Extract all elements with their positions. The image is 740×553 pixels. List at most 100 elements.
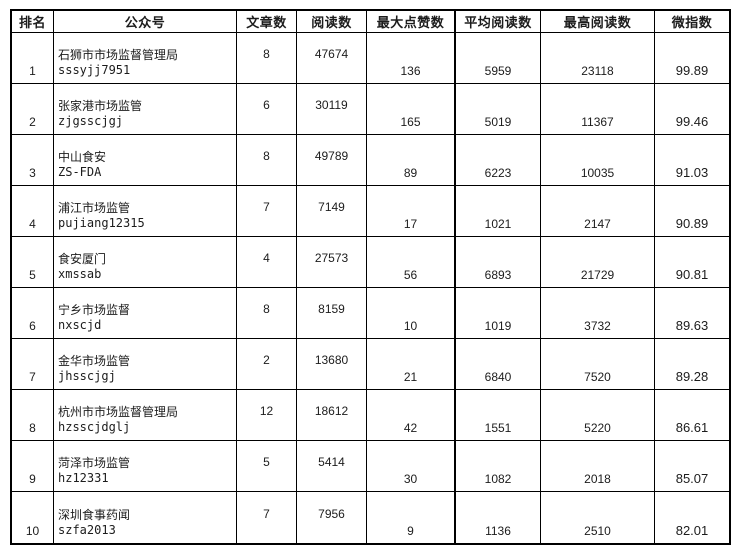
account-id: hz12331	[58, 471, 109, 485]
account-name: 中山食安	[58, 150, 107, 164]
top-reads-cell: 2018	[541, 441, 655, 492]
account-name: 石狮市市场监督管理局	[58, 48, 179, 62]
account-id: sssyjj7951	[58, 63, 131, 77]
header-articles: 文章数	[237, 11, 297, 33]
account-name: 张家港市场监管	[58, 99, 143, 113]
header-rank: 排名	[12, 11, 54, 33]
account-cell: 浦江市场监管 pujiang12315	[54, 186, 237, 237]
max-likes-cell: 89	[367, 135, 456, 186]
wci-cell: 99.46	[655, 84, 729, 135]
reads-cell: 5414	[297, 441, 367, 492]
header-reads: 阅读数	[297, 11, 367, 33]
reads-cell: 7149	[297, 186, 367, 237]
avg-reads-cell: 5959	[456, 33, 541, 84]
top-reads-cell: 23118	[541, 33, 655, 84]
articles-cell: 7	[237, 186, 297, 237]
rank-cell: 3	[12, 135, 54, 186]
account-id: hzsscjdglj	[58, 420, 131, 434]
reads-cell: 47674	[297, 33, 367, 84]
rank-cell: 2	[12, 84, 54, 135]
reads-cell: 49789	[297, 135, 367, 186]
account-id: jhsscjgj	[58, 369, 116, 383]
articles-cell: 8	[237, 33, 297, 84]
reads-cell: 7956	[297, 492, 367, 543]
reads-cell: 18612	[297, 390, 367, 441]
articles-cell: 12	[237, 390, 297, 441]
header-wci: 微指数	[655, 11, 729, 33]
top-reads-cell: 21729	[541, 237, 655, 288]
account-id: ZS-FDA	[58, 165, 102, 179]
account-name: 杭州市市场监督管理局	[58, 405, 179, 419]
avg-reads-cell: 5019	[456, 84, 541, 135]
articles-cell: 4	[237, 237, 297, 288]
account-name: 食安厦门	[58, 252, 107, 266]
reads-cell: 27573	[297, 237, 367, 288]
account-id: zjgsscjgj	[58, 114, 124, 128]
header-account: 公众号	[54, 11, 237, 33]
account-name: 深圳食事药闻	[58, 508, 131, 522]
avg-reads-cell: 6893	[456, 237, 541, 288]
account-cell: 金华市场监管 jhsscjgj	[54, 339, 237, 390]
header-top-reads: 最高阅读数	[541, 11, 655, 33]
max-likes-cell: 165	[367, 84, 456, 135]
wci-cell: 99.89	[655, 33, 729, 84]
rank-cell: 4	[12, 186, 54, 237]
rank-cell: 8	[12, 390, 54, 441]
articles-cell: 8	[237, 135, 297, 186]
avg-reads-cell: 1136	[456, 492, 541, 543]
max-likes-cell: 42	[367, 390, 456, 441]
reads-cell: 30119	[297, 84, 367, 135]
account-cell: 张家港市场监管 zjgsscjgj	[54, 84, 237, 135]
max-likes-cell: 17	[367, 186, 456, 237]
account-cell: 深圳食事药闻 szfa2013	[54, 492, 237, 543]
rank-cell: 5	[12, 237, 54, 288]
account-cell: 中山食安 ZS-FDA	[54, 135, 237, 186]
top-reads-cell: 7520	[541, 339, 655, 390]
account-name: 宁乡市场监督	[58, 303, 131, 317]
account-id: xmssab	[58, 267, 102, 281]
account-name: 金华市场监管	[58, 354, 131, 368]
account-name: 浦江市场监管	[58, 201, 131, 215]
account-cell: 宁乡市场监督 nxscjd	[54, 288, 237, 339]
wci-cell: 86.61	[655, 390, 729, 441]
ranking-table: 排名 公众号 文章数 阅读数 最大点赞数 平均阅读数 最高阅读数 微指数 1 石狮…	[10, 9, 731, 545]
avg-reads-cell: 1021	[456, 186, 541, 237]
avg-reads-cell: 1019	[456, 288, 541, 339]
top-reads-cell: 2147	[541, 186, 655, 237]
top-reads-cell: 10035	[541, 135, 655, 186]
max-likes-cell: 56	[367, 237, 456, 288]
max-likes-cell: 9	[367, 492, 456, 543]
wci-cell: 90.89	[655, 186, 729, 237]
articles-cell: 8	[237, 288, 297, 339]
avg-reads-cell: 1082	[456, 441, 541, 492]
top-reads-cell: 5220	[541, 390, 655, 441]
account-cell: 食安厦门 xmssab	[54, 237, 237, 288]
max-likes-cell: 21	[367, 339, 456, 390]
account-cell: 石狮市市场监督管理局 sssyjj7951	[54, 33, 237, 84]
articles-cell: 5	[237, 441, 297, 492]
top-reads-cell: 3732	[541, 288, 655, 339]
wci-cell: 85.07	[655, 441, 729, 492]
header-max-likes: 最大点赞数	[367, 11, 456, 33]
articles-cell: 7	[237, 492, 297, 543]
rank-cell: 9	[12, 441, 54, 492]
reads-cell: 13680	[297, 339, 367, 390]
rank-cell: 7	[12, 339, 54, 390]
avg-reads-cell: 1551	[456, 390, 541, 441]
account-cell: 杭州市市场监督管理局 hzsscjdglj	[54, 390, 237, 441]
wci-cell: 90.81	[655, 237, 729, 288]
rank-cell: 10	[12, 492, 54, 543]
top-reads-cell: 2510	[541, 492, 655, 543]
account-cell: 菏泽市场监管 hz12331	[54, 441, 237, 492]
max-likes-cell: 10	[367, 288, 456, 339]
avg-reads-cell: 6840	[456, 339, 541, 390]
wci-cell: 89.63	[655, 288, 729, 339]
wci-cell: 82.01	[675, 523, 709, 538]
rank-cell: 6	[12, 288, 54, 339]
header-avg-reads: 平均阅读数	[456, 11, 541, 33]
max-likes-cell: 136	[367, 33, 456, 84]
account-id: nxscjd	[58, 318, 102, 332]
articles-cell: 2	[237, 339, 297, 390]
account-id: pujiang12315	[58, 216, 145, 230]
